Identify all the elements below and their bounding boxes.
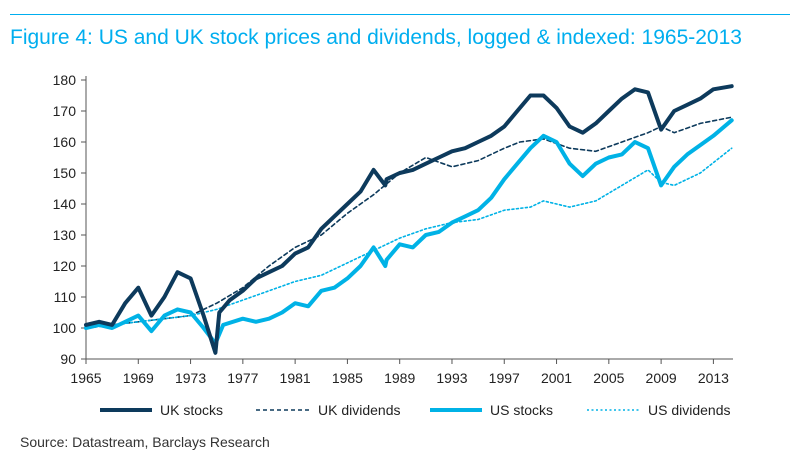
x-tick-label: 1989 bbox=[384, 370, 415, 386]
legend-item-uk-dividends: UK dividends bbox=[256, 402, 401, 418]
x-tick-label: 1973 bbox=[175, 370, 206, 386]
source-note: Source: Datastream, Barclays Research bbox=[20, 434, 270, 450]
x-tick-label: 1985 bbox=[332, 370, 363, 386]
y-tick-label: 90 bbox=[60, 351, 76, 367]
y-tick-label: 110 bbox=[54, 289, 77, 305]
x-tick-label: 1993 bbox=[436, 370, 467, 386]
x-tick-label: 1997 bbox=[489, 370, 520, 386]
chart-title: Figure 4: US and UK stock prices and div… bbox=[10, 26, 742, 49]
x-tick-label: 2013 bbox=[698, 370, 729, 386]
x-tick-label: 2005 bbox=[593, 370, 624, 386]
legend-label-us-dividends: US dividends bbox=[648, 402, 731, 418]
y-tick-label: 100 bbox=[53, 320, 77, 336]
series-layer bbox=[84, 84, 734, 355]
legend: UK stocks UK dividends US stocks US divi… bbox=[100, 402, 731, 418]
series-line-uk-dividends bbox=[85, 116, 733, 329]
y-tick-label: 130 bbox=[53, 227, 77, 243]
legend-label-us-stocks: US stocks bbox=[490, 402, 553, 418]
x-tick-label: 2001 bbox=[541, 370, 572, 386]
plot-area bbox=[85, 76, 733, 360]
y-tick-label: 180 bbox=[53, 72, 77, 88]
series-line-us-dividends bbox=[85, 147, 733, 329]
x-tick-label: 1969 bbox=[123, 370, 154, 386]
legend-label-uk-stocks: UK stocks bbox=[160, 402, 223, 418]
y-axis: 90 100 110 120 130 140 150 160 170 180 bbox=[53, 72, 86, 367]
x-tick-label: 1965 bbox=[70, 370, 101, 386]
y-tick-label: 160 bbox=[53, 134, 77, 150]
series-line-us-stocks bbox=[84, 118, 734, 346]
x-tick-label: 2009 bbox=[646, 370, 677, 386]
y-tick-label: 170 bbox=[53, 103, 77, 119]
legend-item-us-dividends: US dividends bbox=[587, 402, 731, 418]
x-tick-label: 1981 bbox=[280, 370, 311, 386]
y-tick-label: 120 bbox=[53, 258, 77, 274]
x-tick-label: 1977 bbox=[227, 370, 258, 386]
top-rule bbox=[10, 14, 790, 15]
legend-item-uk-stocks: UK stocks bbox=[100, 402, 223, 418]
x-axis: 1965 1969 1973 1977 1981 1985 1989 1993 1997 2001… bbox=[70, 359, 729, 386]
series-line-uk-stocks bbox=[84, 84, 734, 355]
y-tick-label: 150 bbox=[53, 165, 77, 181]
y-tick-label: 140 bbox=[53, 196, 77, 212]
legend-label-uk-dividends: UK dividends bbox=[318, 402, 401, 418]
legend-item-us-stocks: US stocks bbox=[430, 402, 553, 418]
